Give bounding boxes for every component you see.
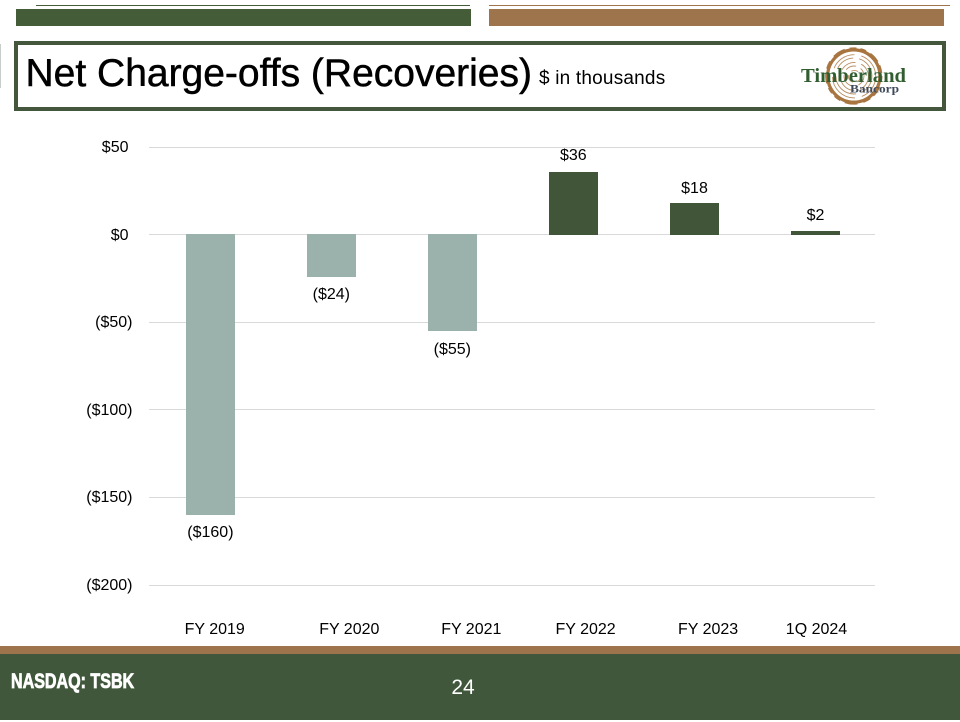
svg-text:Timberland: Timberland	[801, 66, 906, 87]
svg-text:Bancorp: Bancorp	[850, 84, 899, 96]
